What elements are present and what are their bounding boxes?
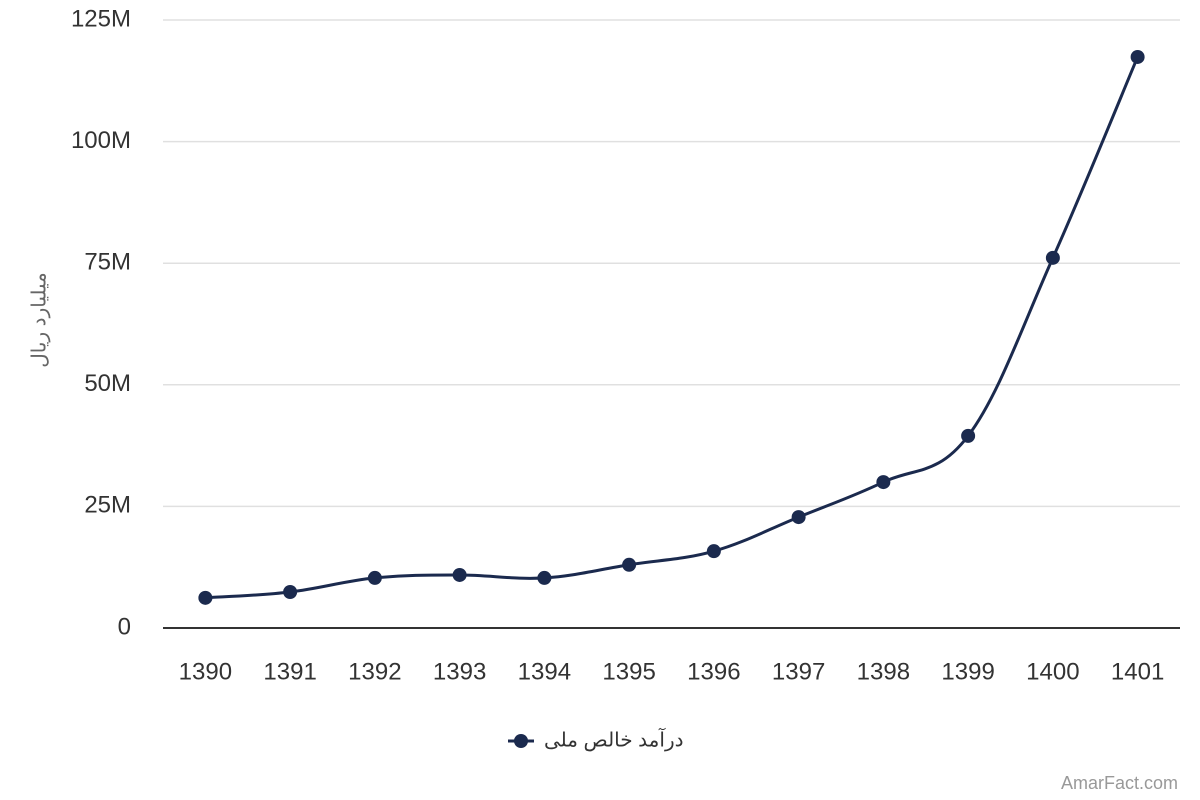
x-tick-label: 1395 xyxy=(602,658,655,685)
data-point xyxy=(876,475,891,490)
x-tick-label: 1390 xyxy=(179,658,232,685)
y-axis-label: میلیارد ریال xyxy=(28,272,50,367)
x-tick-label: 1400 xyxy=(1026,658,1079,685)
data-point xyxy=(1130,49,1145,64)
y-tick-label: 125M xyxy=(71,5,131,32)
watermark: AmarFact.com xyxy=(1061,773,1178,793)
data-point xyxy=(367,570,382,585)
y-tick-label: 75M xyxy=(84,249,131,276)
x-tick-label: 1392 xyxy=(348,658,401,685)
data-point xyxy=(283,585,298,600)
data-point xyxy=(1045,250,1060,265)
y-tick-label: 25M xyxy=(84,492,131,519)
data-point xyxy=(961,428,976,443)
x-tick-label: 1391 xyxy=(263,658,316,685)
x-tick-label: 1401 xyxy=(1111,658,1164,685)
x-tick-label: 1399 xyxy=(941,658,994,685)
x-tick-label: 1396 xyxy=(687,658,740,685)
y-tick-label: 50M xyxy=(84,370,131,397)
data-point xyxy=(706,544,721,559)
data-point xyxy=(791,510,806,525)
legend-symbol xyxy=(514,734,528,748)
data-point xyxy=(537,570,552,585)
x-tick-label: 1398 xyxy=(857,658,910,685)
x-tick-label: 1397 xyxy=(772,658,825,685)
x-tick-label: 1394 xyxy=(518,658,571,685)
x-tick-label: 1393 xyxy=(433,658,486,685)
data-point xyxy=(622,557,637,572)
data-point xyxy=(452,567,467,582)
y-tick-label: 100M xyxy=(71,127,131,154)
series-line xyxy=(205,56,1140,600)
y-tick-label: 0 xyxy=(118,613,131,640)
legend-label: درآمد خالص ملی xyxy=(544,726,684,751)
data-point xyxy=(198,590,213,605)
